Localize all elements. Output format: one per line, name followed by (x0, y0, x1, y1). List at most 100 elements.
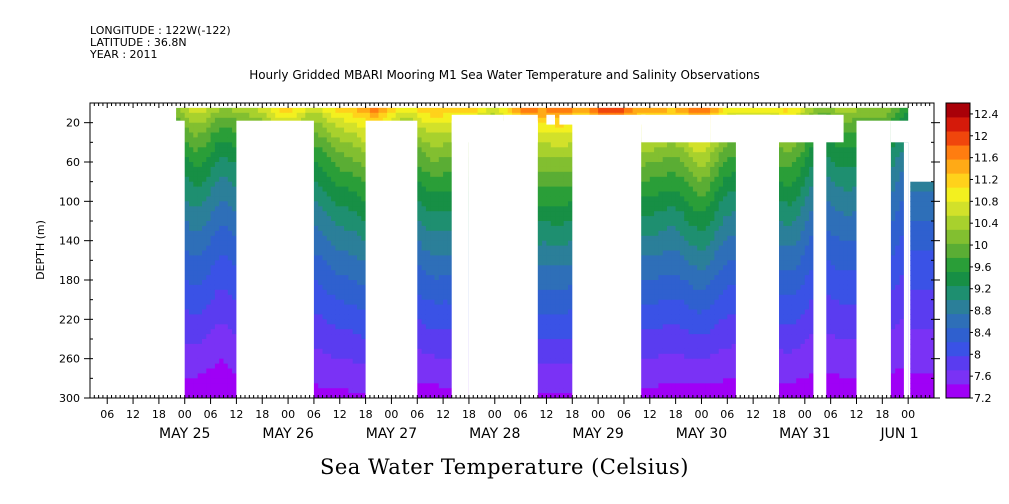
heatmap-cell (326, 112, 336, 119)
heatmap-cell (339, 216, 349, 222)
heatmap-cell (335, 152, 344, 158)
heatmap-cell (438, 284, 448, 291)
heatmap-cell (417, 176, 426, 183)
heatmap-cell (335, 137, 344, 143)
meta-year: YEAR : 2011 (90, 48, 158, 61)
heatmap-cell (326, 388, 336, 394)
heatmap-cell (339, 122, 349, 129)
heatmap-cell (335, 265, 344, 271)
heatmap-cell (438, 294, 448, 301)
heatmap-cell (326, 186, 336, 193)
heatmap-cell (361, 201, 370, 207)
heatmap-cell (361, 137, 370, 143)
heatmap-cell (326, 358, 336, 365)
heatmap-cell (339, 383, 349, 389)
heatmap-cell (335, 294, 344, 301)
heatmap-cell (339, 339, 349, 345)
heatmap-cell (417, 147, 426, 153)
heatmap-cell (339, 107, 349, 114)
heatmap-cell (417, 280, 426, 286)
heatmap-cell (326, 245, 336, 252)
heatmap-cell (438, 343, 448, 350)
heatmap-cell (262, 112, 271, 119)
heatmap-cell (361, 216, 370, 222)
heatmap-cell (438, 255, 448, 261)
heatmap-cell (326, 348, 336, 355)
heatmap-cell (335, 245, 344, 252)
heatmap-cell (335, 142, 344, 148)
heatmap-cell (335, 162, 344, 168)
heatmap-cell (326, 221, 336, 227)
heatmap-cell (438, 171, 448, 178)
heatmap-cell (339, 368, 349, 374)
heatmap-cell (193, 240, 202, 247)
heatmap-cell (438, 270, 448, 276)
heatmap-cell (326, 289, 336, 296)
heatmap-cell (494, 107, 504, 114)
heatmap-cell (326, 127, 336, 134)
heatmap-cell (193, 363, 202, 370)
heatmap-cell (326, 176, 336, 183)
heatmap-cell (193, 260, 202, 266)
heatmap-cell (438, 166, 448, 173)
heatmap-cell (361, 358, 370, 365)
heatmap-cell (305, 112, 314, 119)
heatmap-cell (339, 211, 349, 217)
heatmap-cell (361, 196, 370, 202)
heatmap-cell (438, 314, 448, 320)
heatmap-cell (438, 388, 448, 394)
heatmap-cell (339, 388, 349, 394)
heatmap-cell (361, 162, 370, 168)
heatmap-cell (438, 225, 448, 232)
heatmap-cell (520, 107, 530, 114)
heatmap-cell (335, 117, 344, 124)
heatmap-cell (326, 270, 336, 276)
heatmap-cell (193, 127, 202, 134)
heatmap-cell (335, 216, 344, 222)
heatmap-cell (361, 334, 370, 340)
heatmap-cell (473, 107, 482, 114)
heatmap-cell (438, 329, 448, 335)
heatmap-cell (326, 152, 336, 158)
heatmap-cell (193, 265, 202, 271)
heatmap-cell (339, 157, 349, 163)
heatmap-cell (339, 289, 349, 296)
heatmap-cell (339, 147, 349, 153)
heatmap-cell (339, 162, 349, 168)
heatmap-cell (438, 230, 448, 237)
heatmap-cell (326, 353, 336, 360)
heatmap-cell (335, 339, 344, 345)
heatmap-cell (335, 171, 344, 178)
heatmap-cell (335, 255, 344, 261)
heatmap-cell (262, 117, 271, 124)
heatmap-cell (339, 206, 349, 212)
heatmap-cell (326, 162, 336, 168)
heatmap-cell (193, 334, 202, 340)
heatmap-cell (438, 339, 448, 345)
heatmap-cell (417, 260, 426, 266)
heatmap-cell (417, 304, 426, 311)
heatmap-cell (335, 334, 344, 340)
heatmap-cell (339, 304, 349, 311)
heatmap-cell (339, 201, 349, 207)
heatmap-cell (326, 107, 336, 114)
heatmap-cell (335, 127, 344, 134)
heatmap-cell (361, 299, 370, 306)
heatmap-cell (335, 275, 344, 281)
heatmap-cell (361, 142, 370, 148)
heatmap-cell (339, 191, 349, 197)
heatmap-cell (438, 235, 448, 242)
heatmap-cell (335, 211, 344, 217)
heatmap-cell (417, 230, 426, 237)
heatmap-cell (335, 250, 344, 256)
heatmap-cell (193, 225, 202, 232)
heatmap-cell (335, 230, 344, 237)
heatmap-cell (335, 225, 344, 232)
heatmap-cell (417, 373, 426, 379)
heatmap-cell (193, 171, 202, 178)
heatmap-cell (361, 122, 370, 129)
heatmap-cell (361, 157, 370, 163)
heatmap-cell (339, 225, 349, 232)
heatmap-cell (417, 191, 426, 197)
